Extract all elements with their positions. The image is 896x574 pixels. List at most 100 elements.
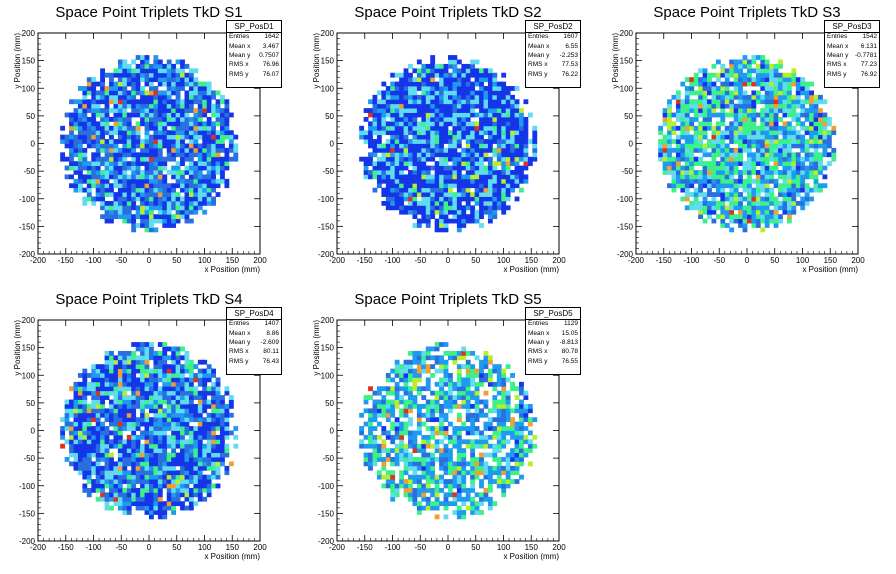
- bin: [439, 178, 444, 184]
- bin: [733, 165, 739, 171]
- bin: [684, 77, 690, 83]
- bin: [470, 125, 476, 131]
- bin: [474, 143, 480, 149]
- bin: [680, 103, 686, 109]
- bin: [456, 130, 462, 136]
- bin: [416, 187, 422, 193]
- bin: [733, 214, 739, 220]
- bin: [233, 434, 239, 440]
- bin: [399, 147, 404, 153]
- bin: [144, 143, 150, 149]
- bin: [390, 474, 396, 480]
- bin: [157, 399, 163, 405]
- bin: [733, 134, 739, 140]
- bin: [479, 161, 484, 166]
- bin: [153, 77, 159, 83]
- bin: [711, 196, 717, 202]
- bin: [180, 474, 185, 480]
- bin: [180, 139, 185, 144]
- bin: [117, 116, 123, 122]
- bin: [184, 143, 190, 149]
- bin: [479, 178, 484, 184]
- bin: [456, 187, 462, 193]
- bin: [140, 192, 145, 197]
- bin: [394, 443, 400, 449]
- bin: [532, 134, 538, 140]
- bin: [100, 116, 105, 122]
- bin: [519, 170, 524, 175]
- stats-row-mean-y: Mean y 0.7507: [229, 51, 279, 59]
- bin: [202, 430, 208, 436]
- bin: [381, 483, 387, 489]
- bin: [206, 121, 212, 127]
- bin: [483, 192, 489, 197]
- bin: [188, 443, 194, 449]
- bin: [82, 116, 88, 122]
- bin: [157, 417, 163, 423]
- bin: [804, 94, 810, 100]
- bin: [233, 134, 239, 140]
- bin: [376, 121, 382, 127]
- bin: [131, 377, 137, 383]
- bin: [399, 178, 404, 184]
- bin: [188, 479, 194, 484]
- bin: [519, 143, 524, 149]
- bin: [193, 483, 199, 489]
- bin: [117, 395, 123, 400]
- bin: [492, 209, 498, 215]
- bin: [421, 156, 427, 162]
- bin: [456, 156, 462, 162]
- bin: [206, 152, 212, 158]
- bin: [157, 368, 163, 374]
- bin: [140, 99, 145, 105]
- bin: [157, 412, 163, 418]
- bin: [684, 156, 690, 162]
- y-tick-label: -100: [19, 195, 36, 204]
- bin: [487, 187, 493, 193]
- bin: [144, 403, 150, 409]
- bin: [523, 116, 529, 122]
- bin: [91, 112, 97, 118]
- bin: [144, 359, 150, 365]
- bin: [479, 205, 484, 211]
- bin: [363, 165, 369, 171]
- bin: [171, 359, 177, 365]
- bin: [180, 403, 185, 409]
- bin: [439, 161, 444, 166]
- bin: [175, 408, 181, 414]
- bin: [461, 196, 467, 202]
- bin: [126, 90, 132, 96]
- bin: [162, 350, 168, 356]
- bin: [479, 108, 484, 113]
- bin: [126, 452, 132, 458]
- bin: [77, 161, 83, 166]
- bin: [452, 209, 458, 215]
- bin: [135, 395, 141, 400]
- bin: [434, 108, 440, 113]
- bin: [184, 350, 190, 356]
- bin: [368, 395, 373, 400]
- bin: [514, 112, 520, 118]
- bin: [144, 165, 150, 171]
- bin: [109, 399, 114, 405]
- bin: [465, 200, 471, 206]
- bin: [175, 192, 181, 197]
- bin: [747, 68, 752, 74]
- bin: [483, 116, 489, 122]
- bin: [126, 386, 132, 392]
- bin: [425, 183, 431, 189]
- bin: [711, 108, 717, 113]
- bin: [434, 72, 440, 78]
- bin: [760, 139, 766, 144]
- bin: [193, 196, 199, 202]
- bin: [782, 99, 788, 105]
- bin: [104, 465, 110, 471]
- bin: [452, 55, 458, 60]
- stats-row-rms-x: RMS x 77.23: [827, 61, 877, 69]
- bin: [399, 86, 404, 91]
- bin: [381, 90, 387, 96]
- bin: [104, 417, 110, 423]
- bin: [211, 134, 216, 140]
- bin: [689, 103, 695, 109]
- bin: [100, 426, 105, 431]
